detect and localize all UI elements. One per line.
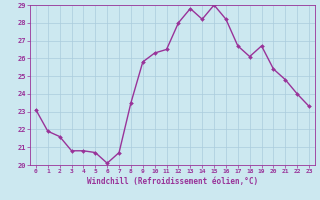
X-axis label: Windchill (Refroidissement éolien,°C): Windchill (Refroidissement éolien,°C) [87, 177, 258, 186]
